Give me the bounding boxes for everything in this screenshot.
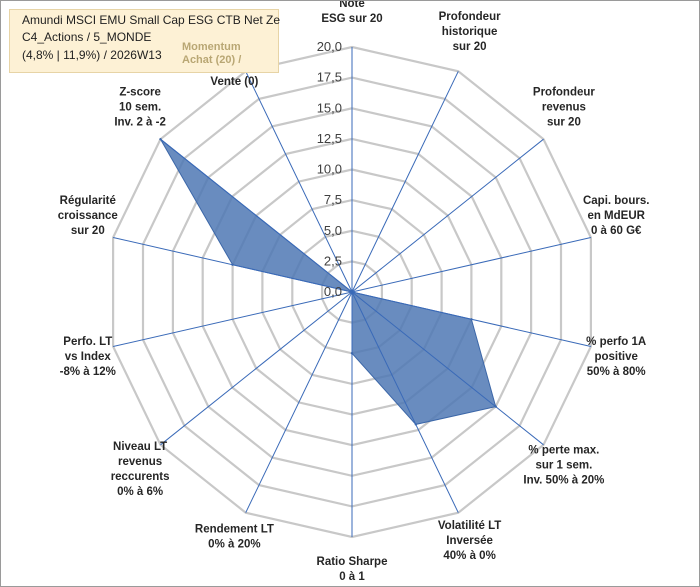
axis-label-11: Régularité croissance sur 20 — [58, 195, 118, 237]
spoke-8 — [245, 291, 353, 513]
tick-label-8: 20,0 — [317, 39, 342, 54]
tick-label-4: 10,0 — [317, 162, 342, 177]
tick-label-1: 2,5 — [324, 253, 342, 268]
chart-title-line-3: (4,8% | 11,9%) / 2026W13 — [22, 48, 162, 62]
tick-label-5: 12,5 — [317, 131, 342, 146]
spoke-4 — [351, 291, 592, 347]
momentum-overlay-label: Momentum — [182, 41, 241, 53]
spoke-11 — [112, 237, 353, 293]
tick-label-2: 5,0 — [324, 223, 342, 238]
axis-label-6: Volatilité LT Inversée 40% à 0% — [438, 520, 501, 562]
spoke-9 — [160, 291, 353, 446]
axis-spokes — [112, 47, 592, 537]
axis-labels: Note ESG sur 20 Profondeur historique sur 20… — [58, 1, 650, 583]
axis-label-0: Note ESG sur 20 — [321, 1, 382, 25]
series-area-0 — [160, 138, 497, 425]
spoke-2 — [351, 138, 544, 293]
chart-title-line-1: Amundi MSCI EMU Small Cap ESG CTB Net Ze — [22, 13, 281, 27]
axis-label-7: Ratio Sharpe 0 à 1 — [317, 556, 388, 583]
axis-label-3: Capi. bours. en MdEUR 0 à 60 G€ — [583, 195, 649, 237]
spoke-3 — [351, 237, 592, 293]
series-layer — [159, 138, 497, 426]
axis-label-2: Profondeur revenus sur 20 — [533, 86, 595, 128]
chart-title-line-2: C4_Actions / 5_MONDE — [22, 30, 152, 44]
spoke-13 — [245, 71, 353, 293]
spoke-1 — [351, 71, 459, 293]
axis-label-5: % perte max. sur 1 sem. Inv. 50% à 20% — [523, 445, 604, 487]
momentum-overlay-value: Achat (20) / — [182, 54, 242, 66]
axis-label-9: Niveau LT revenus reccurents 0% à 6% — [111, 441, 170, 498]
axis-label-4: % perfo 1A positive 50% à 80% — [586, 336, 646, 378]
axis-label-8: Rendement LT 0% à 20% — [195, 524, 274, 551]
spoke-10 — [112, 291, 353, 347]
tick-label-3: 7,5 — [324, 192, 342, 207]
tick-label-7: 17,5 — [317, 70, 342, 85]
tick-label-0: 0,0 — [324, 284, 342, 299]
tick-labels: 0,0 2,5 5,0 7,5 10,0 12,5 15,0 17,5 20,0 — [317, 39, 342, 299]
spoke-6 — [351, 291, 459, 513]
spoke-12 — [160, 138, 353, 293]
title-box: Amundi MSCI EMU Small Cap ESG CTB Net Ze… — [9, 9, 281, 73]
axis-label-12: Z-score 10 sem. Inv. 2 à -2 — [114, 86, 166, 128]
axis-label-1: Profondeur historique sur 20 — [439, 11, 501, 53]
spoke-5 — [351, 291, 544, 446]
tick-label-6: 15,0 — [317, 100, 342, 115]
axis-label-10: Perfo. LT vs Index -8% à 12% — [60, 336, 116, 378]
